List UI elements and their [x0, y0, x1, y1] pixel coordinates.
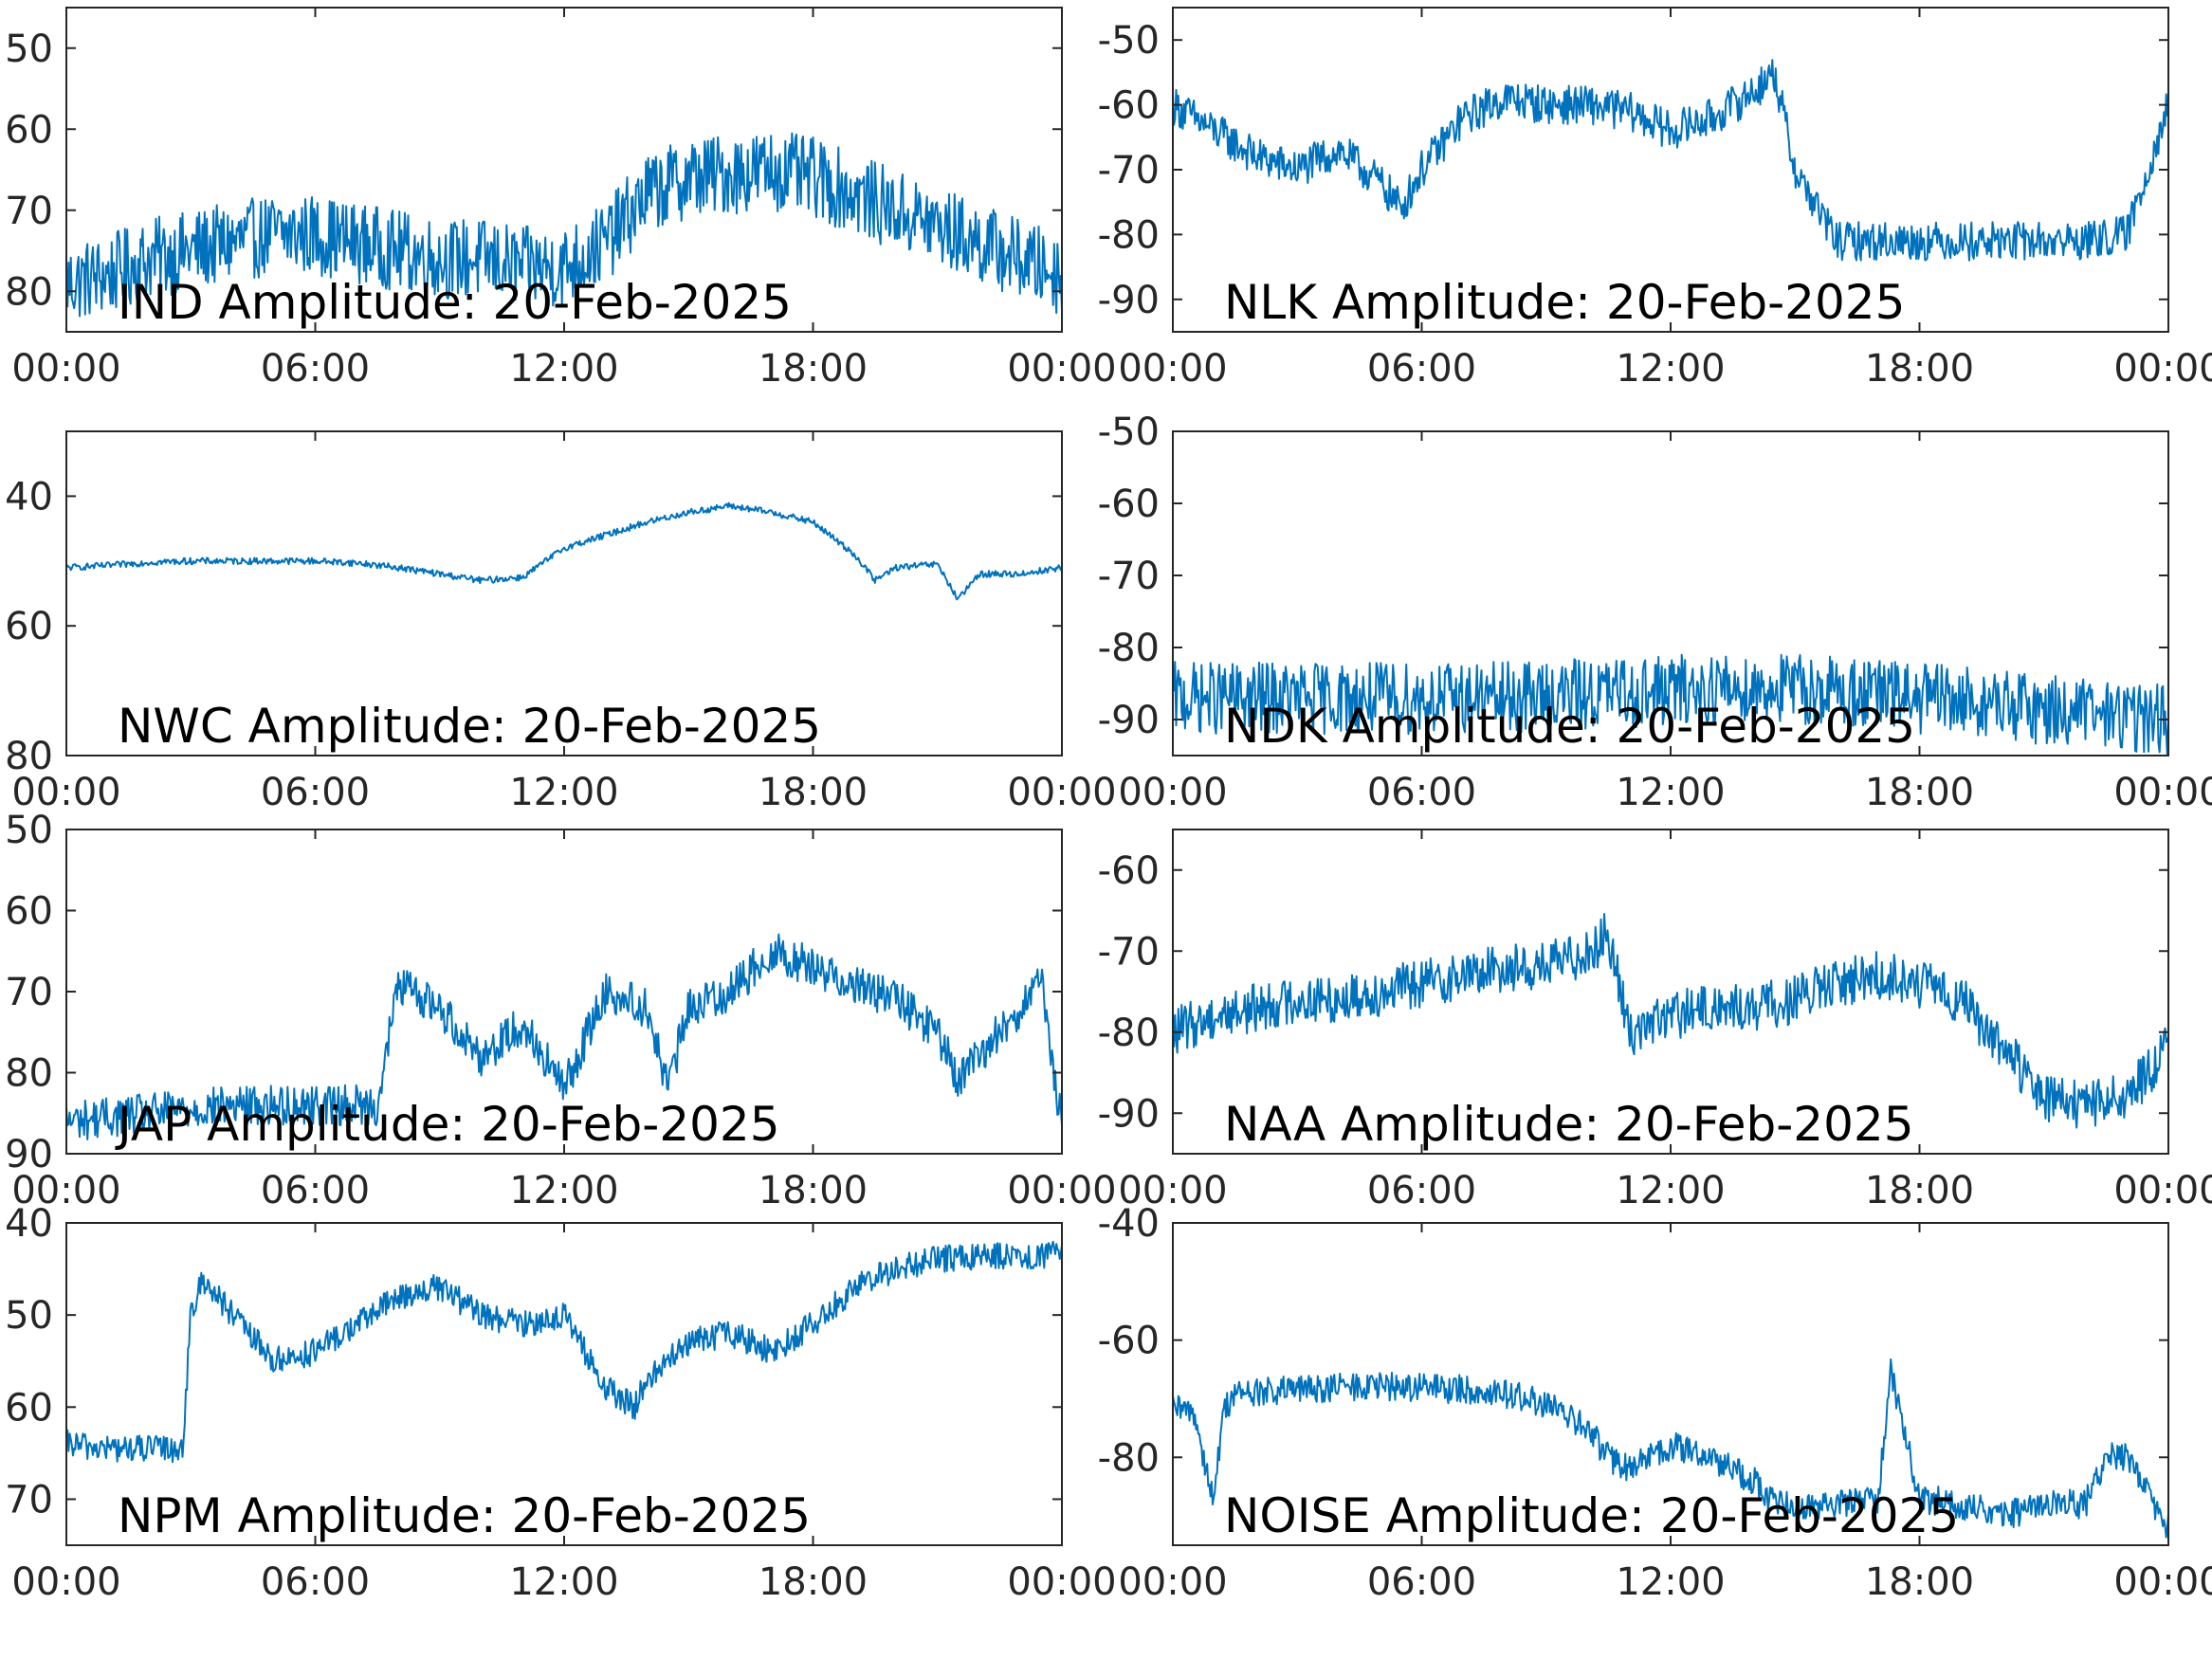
x-tick-label: 18:00 [1865, 1560, 1974, 1604]
panel-title: NOISE Amplitude: 20-Feb-2025 [1224, 1488, 1959, 1543]
y-tick-label: 70 [5, 190, 53, 233]
y-tick-label: -80 [1098, 213, 1160, 257]
y-tick-label: 60 [5, 890, 53, 934]
x-tick-label: 00:00 [1118, 771, 1227, 814]
x-tick-label: 00:00 [1007, 771, 1116, 814]
x-tick-label: 18:00 [759, 1560, 868, 1604]
y-tick-label: 40 [5, 475, 53, 519]
x-tick-label: 00:00 [11, 771, 120, 814]
x-tick-label: 06:00 [261, 347, 370, 391]
x-tick-label: 00:00 [2113, 1560, 2212, 1604]
series-line [66, 132, 1062, 318]
chart-panel-1: 00:00 06:00 12:00 18:00 00:00 50 60 70 80 IND Amp… [5, 7, 1117, 391]
y-tick-label: 90 [5, 1133, 53, 1176]
x-tick-label: 00:00 [1118, 1169, 1227, 1212]
x-tick-label: 18:00 [759, 347, 868, 391]
chart-panel-5: 00:00 06:00 12:00 18:00 00:00 50 60 70 80 90 JAP A… [5, 809, 1117, 1212]
y-tick-label: 60 [5, 605, 53, 648]
y-tick-label: -90 [1098, 699, 1160, 742]
x-tick-label: 00:00 [1007, 1560, 1116, 1604]
chart-panel-8: 00:00 06:00 12:00 18:00 00:00 -40 -60 -80 NOISE … [1098, 1202, 2212, 1604]
x-tick-label: 00:00 [1007, 1169, 1116, 1212]
y-tick-label: 50 [5, 809, 53, 852]
panel-title: NWC Amplitude: 20-Feb-2025 [118, 699, 821, 754]
y-tick-label: 60 [5, 1386, 53, 1430]
y-tick-label: -90 [1098, 279, 1160, 322]
y-tick-label: -70 [1098, 149, 1160, 192]
panel-title: JAP Amplitude: 20-Feb-2025 [115, 1097, 780, 1152]
panel-title: NDK Amplitude: 20-Feb-2025 [1224, 699, 1915, 754]
x-tick-label: 06:00 [1367, 1169, 1476, 1212]
y-tick-label: -60 [1098, 849, 1160, 893]
x-tick-label: 12:00 [1616, 1560, 1725, 1604]
x-tick-label: 00:00 [1118, 347, 1227, 391]
y-tick-label: -50 [1098, 19, 1160, 63]
series-line [1173, 59, 2168, 262]
x-tick-label: 18:00 [759, 771, 868, 814]
series-line [66, 933, 1062, 1140]
x-tick-label: 12:00 [509, 1169, 618, 1212]
series-line [1173, 913, 2168, 1129]
x-tick-label: 12:00 [1616, 771, 1725, 814]
y-tick-label: -70 [1098, 555, 1160, 598]
chart-panel-6: 00:00 06:00 12:00 18:00 00:00 -60 -70 -80 -90 NAA… [1098, 829, 2212, 1212]
x-tick-label: 00:00 [1007, 347, 1116, 391]
y-tick-label: 80 [5, 270, 53, 314]
x-tick-label: 00:00 [11, 1560, 120, 1604]
y-tick-label: 70 [5, 1478, 53, 1522]
y-tick-label: -80 [1098, 627, 1160, 670]
x-tick-label: 18:00 [1865, 1169, 1974, 1212]
x-tick-label: 00:00 [11, 1169, 120, 1212]
y-tick-label: 70 [5, 971, 53, 1014]
x-tick-label: 06:00 [261, 1560, 370, 1604]
x-tick-label: 18:00 [1865, 347, 1974, 391]
series-line [1173, 1358, 2168, 1539]
y-tick-label: 80 [5, 735, 53, 778]
x-tick-label: 00:00 [2113, 347, 2212, 391]
panel-title: NPM Amplitude: 20-Feb-2025 [118, 1488, 811, 1543]
series-line [66, 1240, 1062, 1464]
x-tick-label: 18:00 [759, 1169, 868, 1212]
chart-panel-2: 00:00 06:00 12:00 18:00 00:00 -50 -60 -70 -80 -90… [1098, 7, 2212, 391]
x-tick-label: 06:00 [1367, 771, 1476, 814]
y-tick-label: -60 [1098, 1320, 1160, 1363]
chart-panel-7: 00:00 06:00 12:00 18:00 00:00 40 50 60 70 NPM Amp… [5, 1202, 1117, 1604]
x-tick-label: 00:00 [2113, 771, 2212, 814]
y-tick-label: 50 [5, 27, 53, 71]
chart-panel-3: 00:00 06:00 12:00 18:00 00:00 40 60 80 NWC Ampli… [5, 430, 1117, 814]
y-tick-label: -40 [1098, 1202, 1160, 1246]
y-tick-label: -80 [1098, 1012, 1160, 1055]
x-tick-label: 12:00 [509, 347, 618, 391]
panel-title: NLK Amplitude: 20-Feb-2025 [1224, 275, 1905, 330]
series-line [1173, 653, 2168, 756]
x-tick-label: 12:00 [1616, 1169, 1725, 1212]
panel-title: NAA Amplitude: 20-Feb-2025 [1224, 1097, 1914, 1152]
x-tick-label: 06:00 [1367, 347, 1476, 391]
y-tick-label: -60 [1098, 84, 1160, 128]
y-tick-label: 60 [5, 108, 53, 152]
y-tick-label: -70 [1098, 930, 1160, 974]
x-tick-label: 00:00 [2113, 1169, 2212, 1212]
x-tick-label: 06:00 [1367, 1560, 1476, 1604]
y-tick-label: -60 [1098, 483, 1160, 526]
panel-title: IND Amplitude: 20-Feb-2025 [118, 275, 792, 330]
x-tick-label: 12:00 [509, 1560, 618, 1604]
x-tick-label: 06:00 [261, 1169, 370, 1212]
y-tick-label: -80 [1098, 1436, 1160, 1480]
y-tick-label: 50 [5, 1294, 53, 1338]
x-tick-label: 06:00 [261, 771, 370, 814]
y-tick-label: -90 [1098, 1092, 1160, 1136]
chart-panel-4: 00:00 06:00 12:00 18:00 00:00 -50 -60 -70 -80 -90… [1098, 410, 2212, 814]
series-line [66, 501, 1062, 601]
x-tick-label: 00:00 [1118, 1560, 1227, 1604]
x-tick-label: 12:00 [1616, 347, 1725, 391]
y-tick-label: -50 [1098, 410, 1160, 454]
x-tick-label: 00:00 [11, 347, 120, 391]
x-tick-label: 12:00 [509, 771, 618, 814]
x-tick-label: 18:00 [1865, 771, 1974, 814]
y-tick-label: 80 [5, 1052, 53, 1096]
y-tick-label: 40 [5, 1202, 53, 1246]
